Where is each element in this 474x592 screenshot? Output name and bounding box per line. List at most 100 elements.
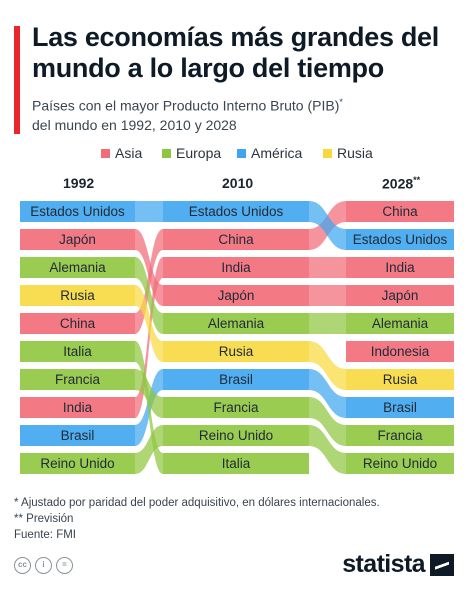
rank-box-rusia-2010 (163, 341, 309, 362)
cc-icon[interactable]: cc (14, 557, 31, 574)
legend-label-america: América (251, 145, 303, 161)
rank-box-india-2010 (163, 257, 309, 278)
connector-estados-unidos-1 (309, 201, 346, 250)
legend-item-asia: Asia (101, 145, 142, 161)
connector-alemania-0 (135, 257, 163, 334)
license-icons: cc i = (14, 557, 73, 574)
legend: Asia Europa América Rusia (0, 145, 474, 161)
ribbon-india (135, 257, 346, 418)
rank-label-alemania-2028: Alemania (372, 316, 429, 331)
rank-box-reino-unido-1992 (20, 453, 135, 474)
rank-box-japon-2028 (346, 285, 454, 306)
connector-francia-1 (309, 397, 346, 446)
rank-label-china-1992: China (60, 316, 96, 331)
rank-box-india-1992 (20, 397, 135, 418)
rank-label-india-2010: India (221, 260, 251, 275)
subtitle-footnote-mark: * (339, 97, 343, 107)
rank-box-japon-1992 (20, 229, 135, 250)
rank-label-rusia-2028: Rusia (383, 372, 418, 387)
source-note: Fuente: FMI (14, 529, 76, 541)
rank-label-brasil-1992: Brasil (61, 428, 95, 443)
attribution-icon[interactable]: i (35, 557, 52, 574)
rank-box-francia-1992 (20, 369, 135, 390)
connector-india-1 (309, 257, 346, 278)
rank-box-francia-2010 (163, 397, 309, 418)
rank-box-china-2028 (346, 201, 454, 222)
connector-india-0 (135, 257, 163, 418)
rank-box-estados-unidos-1992 (20, 201, 135, 222)
rank-label-estados-unidos-1992: Estados Unidos (30, 204, 125, 219)
year-header-2028: 2028** (382, 175, 420, 192)
legend-swatch-america (237, 148, 246, 158)
rank-label-francia-2028: Francia (377, 428, 423, 443)
rank-label-brasil-2028: Brasil (383, 400, 417, 415)
rank-label-francia-1992: Francia (55, 372, 101, 387)
legend-label-europa: Europa (176, 145, 222, 161)
ribbon-japon (135, 229, 346, 306)
connector-alemania-1 (309, 313, 346, 334)
ribbon-italia (135, 341, 163, 474)
brand-mark-icon (430, 553, 454, 576)
connector-rusia-0 (135, 285, 163, 362)
legend-label-rusia: Rusia (337, 145, 373, 161)
rank-label-alemania-2010: Alemania (208, 316, 265, 331)
ribbon-reino-unido (135, 425, 346, 474)
rank-label-japon-1992: Japón (59, 232, 96, 247)
rank-box-brasil-2010 (163, 369, 309, 390)
rank-label-india-2028: India (385, 260, 415, 275)
legend-label-asia: Asia (115, 145, 143, 161)
rank-label-estados-unidos-2028: Estados Unidos (353, 232, 448, 247)
rank-box-brasil-1992 (20, 425, 135, 446)
connector-reino-unido-1 (309, 425, 346, 474)
rank-label-rusia-1992: Rusia (60, 288, 95, 303)
rank-box-china-2010 (163, 229, 309, 250)
connector-francia-0 (135, 369, 163, 418)
ribbon-francia (135, 369, 346, 446)
footnote-ppp: * Ajustado por paridad del poder adquisi… (14, 497, 380, 509)
rank-box-rusia-1992 (20, 285, 135, 306)
no-derivatives-icon[interactable]: = (56, 557, 73, 574)
year-header-2010: 2010 (222, 175, 254, 191)
title-accent-bar (14, 26, 20, 134)
rank-box-estados-unidos-2010 (163, 201, 309, 222)
ribbon-rusia (135, 285, 346, 390)
subtitle-line-2: del mundo en 1992, 2010 y 2028 (32, 116, 237, 133)
rank-label-francia-2010: Francia (213, 400, 259, 415)
legend-swatch-asia (101, 148, 110, 158)
chart-title: Las economías más grandes del mundo a lo… (32, 22, 439, 83)
rank-label-brasil-2010: Brasil (219, 372, 253, 387)
rank-label-alemania-1992: Alemania (49, 260, 106, 275)
footnotes: * Ajustado por paridad del poder adquisi… (14, 495, 380, 543)
legend-item-europa: Europa (162, 145, 221, 161)
rank-box-italia-2010 (163, 453, 309, 474)
brand-logo[interactable]: statista (342, 550, 454, 579)
ribbon-estados-unidos (135, 201, 346, 250)
rank-label-japon-2028: Japón (382, 288, 419, 303)
ribbon-alemania (135, 257, 346, 334)
rank-label-indonesia-2028: Indonesia (371, 344, 430, 359)
rank-box-brasil-2028 (346, 397, 454, 418)
rank-label-italia-2010: Italia (222, 456, 251, 471)
rank-label-reino-unido-2028: Reino Unido (363, 456, 437, 471)
subtitle-line-1: Países con el mayor Producto Interno Bru… (32, 97, 340, 114)
rank-box-reino-unido-2010 (163, 425, 309, 446)
connector-estados-unidos-0 (135, 201, 163, 222)
rank-box-francia-2028 (346, 425, 454, 446)
connector-italia-0 (135, 341, 163, 474)
rank-box-alemania-2010 (163, 313, 309, 334)
rank-box-india-2028 (346, 257, 454, 278)
year-2028-label: 2028 (382, 175, 414, 192)
rank-box-italia-1992 (20, 341, 135, 362)
rank-label-china-2028: China (382, 204, 418, 219)
rank-label-reino-unido-1992: Reino Unido (40, 456, 114, 471)
rank-label-japon-2010: Japón (218, 288, 255, 303)
footnote-forecast: ** Previsión (14, 513, 74, 525)
rank-label-reino-unido-2010: Reino Unido (199, 428, 273, 443)
rank-label-china-2010: China (218, 232, 254, 247)
legend-item-america: América (237, 145, 302, 161)
rank-label-italia-1992: Italia (63, 344, 92, 359)
year-header-1992: 1992 (63, 175, 95, 191)
connector-japon-1 (309, 285, 346, 306)
rank-box-reino-unido-2028 (346, 453, 454, 474)
